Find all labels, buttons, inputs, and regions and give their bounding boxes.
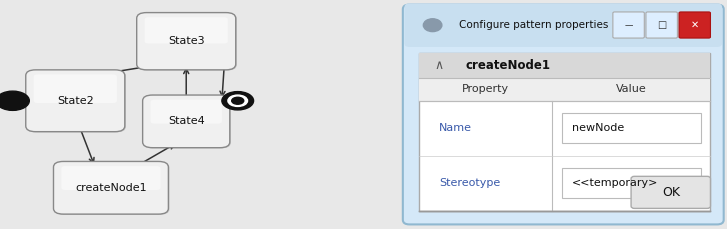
Text: OK: OK	[662, 186, 680, 199]
Text: State3: State3	[168, 36, 204, 46]
FancyBboxPatch shape	[54, 161, 169, 214]
FancyBboxPatch shape	[679, 12, 710, 38]
Text: Property: Property	[462, 84, 509, 94]
FancyBboxPatch shape	[144, 96, 231, 148]
Circle shape	[228, 95, 248, 106]
Circle shape	[222, 92, 254, 110]
FancyBboxPatch shape	[404, 3, 722, 47]
FancyBboxPatch shape	[33, 74, 117, 103]
FancyBboxPatch shape	[145, 17, 228, 44]
FancyBboxPatch shape	[631, 176, 710, 208]
FancyBboxPatch shape	[150, 100, 222, 124]
Text: ✕: ✕	[691, 20, 699, 30]
FancyBboxPatch shape	[25, 70, 125, 132]
FancyBboxPatch shape	[55, 162, 169, 215]
FancyBboxPatch shape	[142, 95, 230, 148]
Text: —: —	[624, 21, 633, 30]
Text: Value: Value	[616, 84, 646, 94]
Text: <<temporary>: <<temporary>	[571, 178, 658, 188]
Text: Name: Name	[439, 123, 473, 133]
Text: State4: State4	[168, 116, 204, 126]
Circle shape	[0, 91, 29, 110]
Text: State2: State2	[57, 96, 94, 106]
FancyBboxPatch shape	[27, 71, 126, 132]
FancyBboxPatch shape	[646, 12, 678, 38]
FancyBboxPatch shape	[419, 53, 710, 211]
Text: createNode1: createNode1	[75, 183, 147, 193]
Text: Configure pattern properties: Configure pattern properties	[459, 20, 608, 30]
FancyBboxPatch shape	[403, 5, 723, 224]
FancyBboxPatch shape	[562, 113, 701, 143]
FancyBboxPatch shape	[138, 13, 237, 71]
FancyBboxPatch shape	[61, 166, 161, 190]
Circle shape	[423, 19, 442, 32]
FancyBboxPatch shape	[419, 78, 710, 101]
FancyBboxPatch shape	[419, 53, 710, 78]
Text: ∧: ∧	[435, 59, 443, 72]
FancyBboxPatch shape	[613, 12, 644, 38]
Text: Stereotype: Stereotype	[439, 178, 500, 188]
Text: createNode1: createNode1	[466, 59, 550, 72]
Text: □: □	[657, 20, 667, 30]
FancyBboxPatch shape	[562, 168, 701, 198]
FancyBboxPatch shape	[137, 13, 236, 70]
Circle shape	[232, 97, 244, 104]
Text: newNode: newNode	[571, 123, 624, 133]
